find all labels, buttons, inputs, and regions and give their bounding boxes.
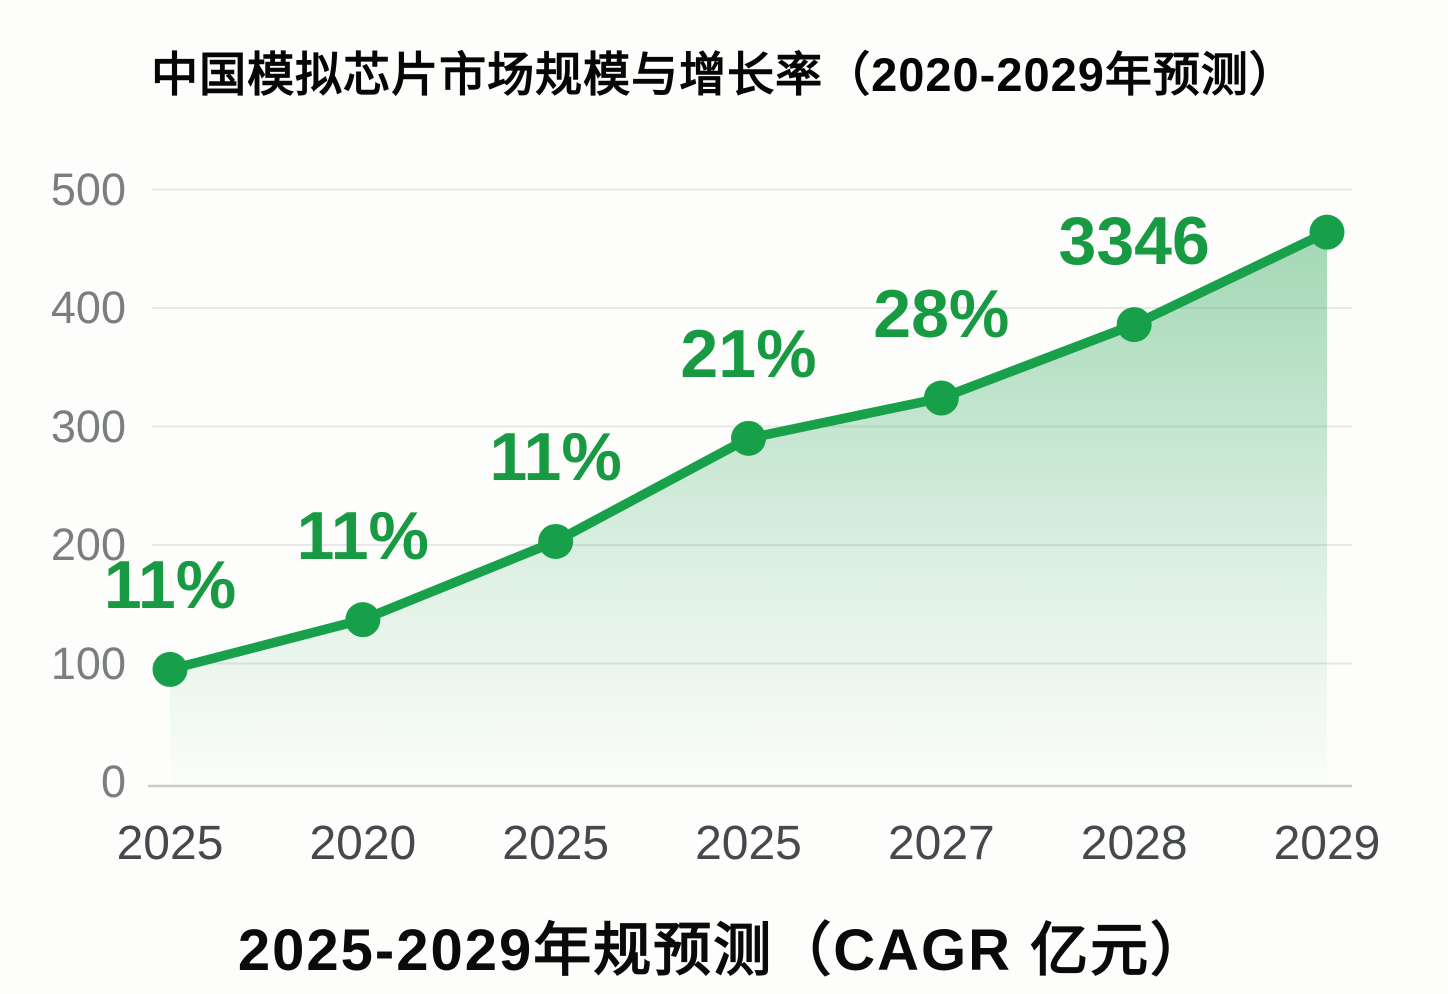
data-point-label: 21% xyxy=(680,316,817,393)
y-tick-label: 400 xyxy=(50,282,126,333)
series-layer xyxy=(152,214,1345,786)
data-point-label: 28% xyxy=(873,276,1010,353)
x-tick-label: 2025 xyxy=(502,817,610,870)
data-point-marker xyxy=(152,651,188,687)
chart-title: 中国模拟芯片市场规模与增长率（2020-2029年预测） xyxy=(151,48,1297,101)
data-point-label: 11% xyxy=(296,497,430,574)
data-point-marker xyxy=(538,523,574,559)
area-fill xyxy=(170,232,1327,786)
chart-caption: 2025-2029年规预测（CAGR 亿元） xyxy=(237,918,1211,983)
x-tick-label: 2028 xyxy=(1080,817,1188,870)
y-tick-label: 0 xyxy=(100,756,126,807)
data-point-label: 11% xyxy=(489,419,622,496)
data-point-marker xyxy=(1116,307,1152,343)
data-point-label: 3346 xyxy=(1058,202,1210,279)
data-point-marker xyxy=(345,602,381,638)
y-tick-label: 200 xyxy=(50,519,126,570)
y-tick-label: 100 xyxy=(50,637,126,689)
x-tick-label: 2025 xyxy=(695,817,802,870)
data-point-marker xyxy=(730,420,766,456)
x-tick-label: 2020 xyxy=(309,817,417,870)
data-point-marker xyxy=(1309,214,1345,250)
y-tick-label: 500 xyxy=(50,163,126,215)
x-tick-label: 2025 xyxy=(116,817,224,870)
x-tick-label: 2029 xyxy=(1273,817,1381,870)
y-tick-label: 300 xyxy=(50,400,126,452)
data-point-marker xyxy=(923,380,959,416)
x-tick-label: 2027 xyxy=(887,817,995,870)
data-point-label: 11% xyxy=(103,547,237,624)
